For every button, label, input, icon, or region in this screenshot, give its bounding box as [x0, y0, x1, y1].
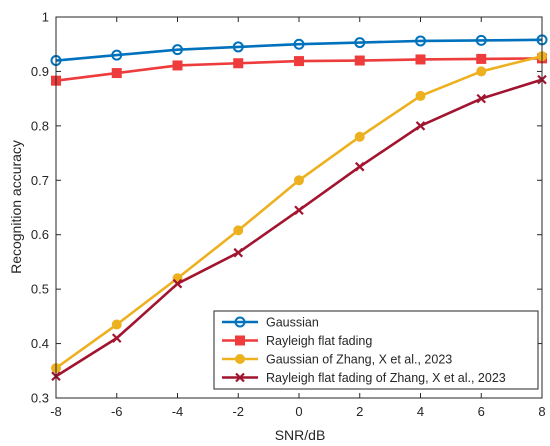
data-point	[354, 131, 365, 142]
x-tick-label: -8	[50, 404, 62, 419]
legend-entry: Gaussian of Zhang, X et al., 2023	[222, 353, 452, 367]
y-tick-label: 0.7	[31, 173, 49, 188]
x-tick-label: 2	[356, 404, 363, 419]
data-point	[232, 41, 244, 53]
data-point	[111, 49, 123, 61]
data-point	[415, 121, 426, 131]
x-tick-label: 8	[538, 404, 545, 419]
legend-label: Gaussian of Zhang, X et al., 2023	[266, 353, 452, 367]
data-point	[476, 93, 487, 104]
x-tick-label: -6	[111, 404, 123, 419]
data-point	[354, 55, 365, 66]
legend: Gaussian Rayleigh flat fading Gaussian of …	[213, 310, 539, 390]
series-1	[51, 53, 547, 86]
data-point	[476, 53, 487, 64]
y-tick-label: 1	[42, 10, 49, 25]
legend-marker	[235, 372, 245, 383]
y-tick-label: 0.6	[31, 227, 49, 242]
legend-marker	[235, 335, 245, 346]
legend-box	[213, 310, 539, 390]
x-tick-label: 6	[478, 404, 485, 419]
data-point	[233, 58, 244, 69]
legend-entry: Rayleigh flat fading	[222, 334, 372, 348]
axes: -8 -6 -4 -2 0 2 4 6 8 0.3 0.4 0.5 0.6 0.7 0.8 0.9 1	[31, 10, 546, 420]
data-point	[172, 44, 183, 56]
y-tick-label: 0.9	[31, 64, 49, 79]
data-point	[475, 34, 487, 46]
data-point	[294, 175, 304, 186]
data-point	[415, 90, 426, 101]
x-tick-label: -2	[232, 404, 244, 419]
y-tick-label: 0.5	[31, 282, 49, 297]
data-point	[294, 205, 304, 215]
y-tick-label: 0.4	[31, 336, 49, 351]
data-point	[233, 225, 244, 236]
data-point	[294, 56, 304, 67]
data-point	[415, 35, 426, 47]
legend-label: Rayleigh flat fading of Zhang, X et al.,…	[266, 371, 506, 385]
data-point	[172, 278, 183, 289]
legend-label: Gaussian	[266, 316, 319, 330]
data-point	[354, 161, 365, 172]
x-tick-label: 0	[295, 404, 302, 419]
data-point	[354, 37, 366, 49]
y-axis-label: Recognition accuracy	[8, 140, 24, 274]
data-point	[293, 38, 305, 50]
y-tick-label: 0.8	[31, 118, 49, 133]
legend-label: Rayleigh flat fading	[266, 334, 372, 348]
x-axis-label: SNR/dB	[275, 427, 326, 443]
data-point	[172, 60, 183, 71]
data-point	[415, 54, 426, 65]
legend-marker	[234, 316, 246, 328]
legend-marker	[235, 354, 245, 364]
legend-entry: Rayleigh flat fading of Zhang, X et al.,…	[222, 371, 506, 385]
series-line	[55, 38, 543, 62]
legend-entry: Gaussian	[222, 316, 319, 330]
data-point	[111, 68, 122, 79]
x-tick-label: 4	[417, 404, 424, 419]
data-point	[476, 66, 487, 77]
y-tick-label: 0.3	[31, 391, 49, 406]
data-point	[233, 247, 244, 258]
x-tick-label: -4	[172, 404, 184, 419]
data-point	[111, 333, 122, 343]
data-point	[111, 319, 122, 330]
